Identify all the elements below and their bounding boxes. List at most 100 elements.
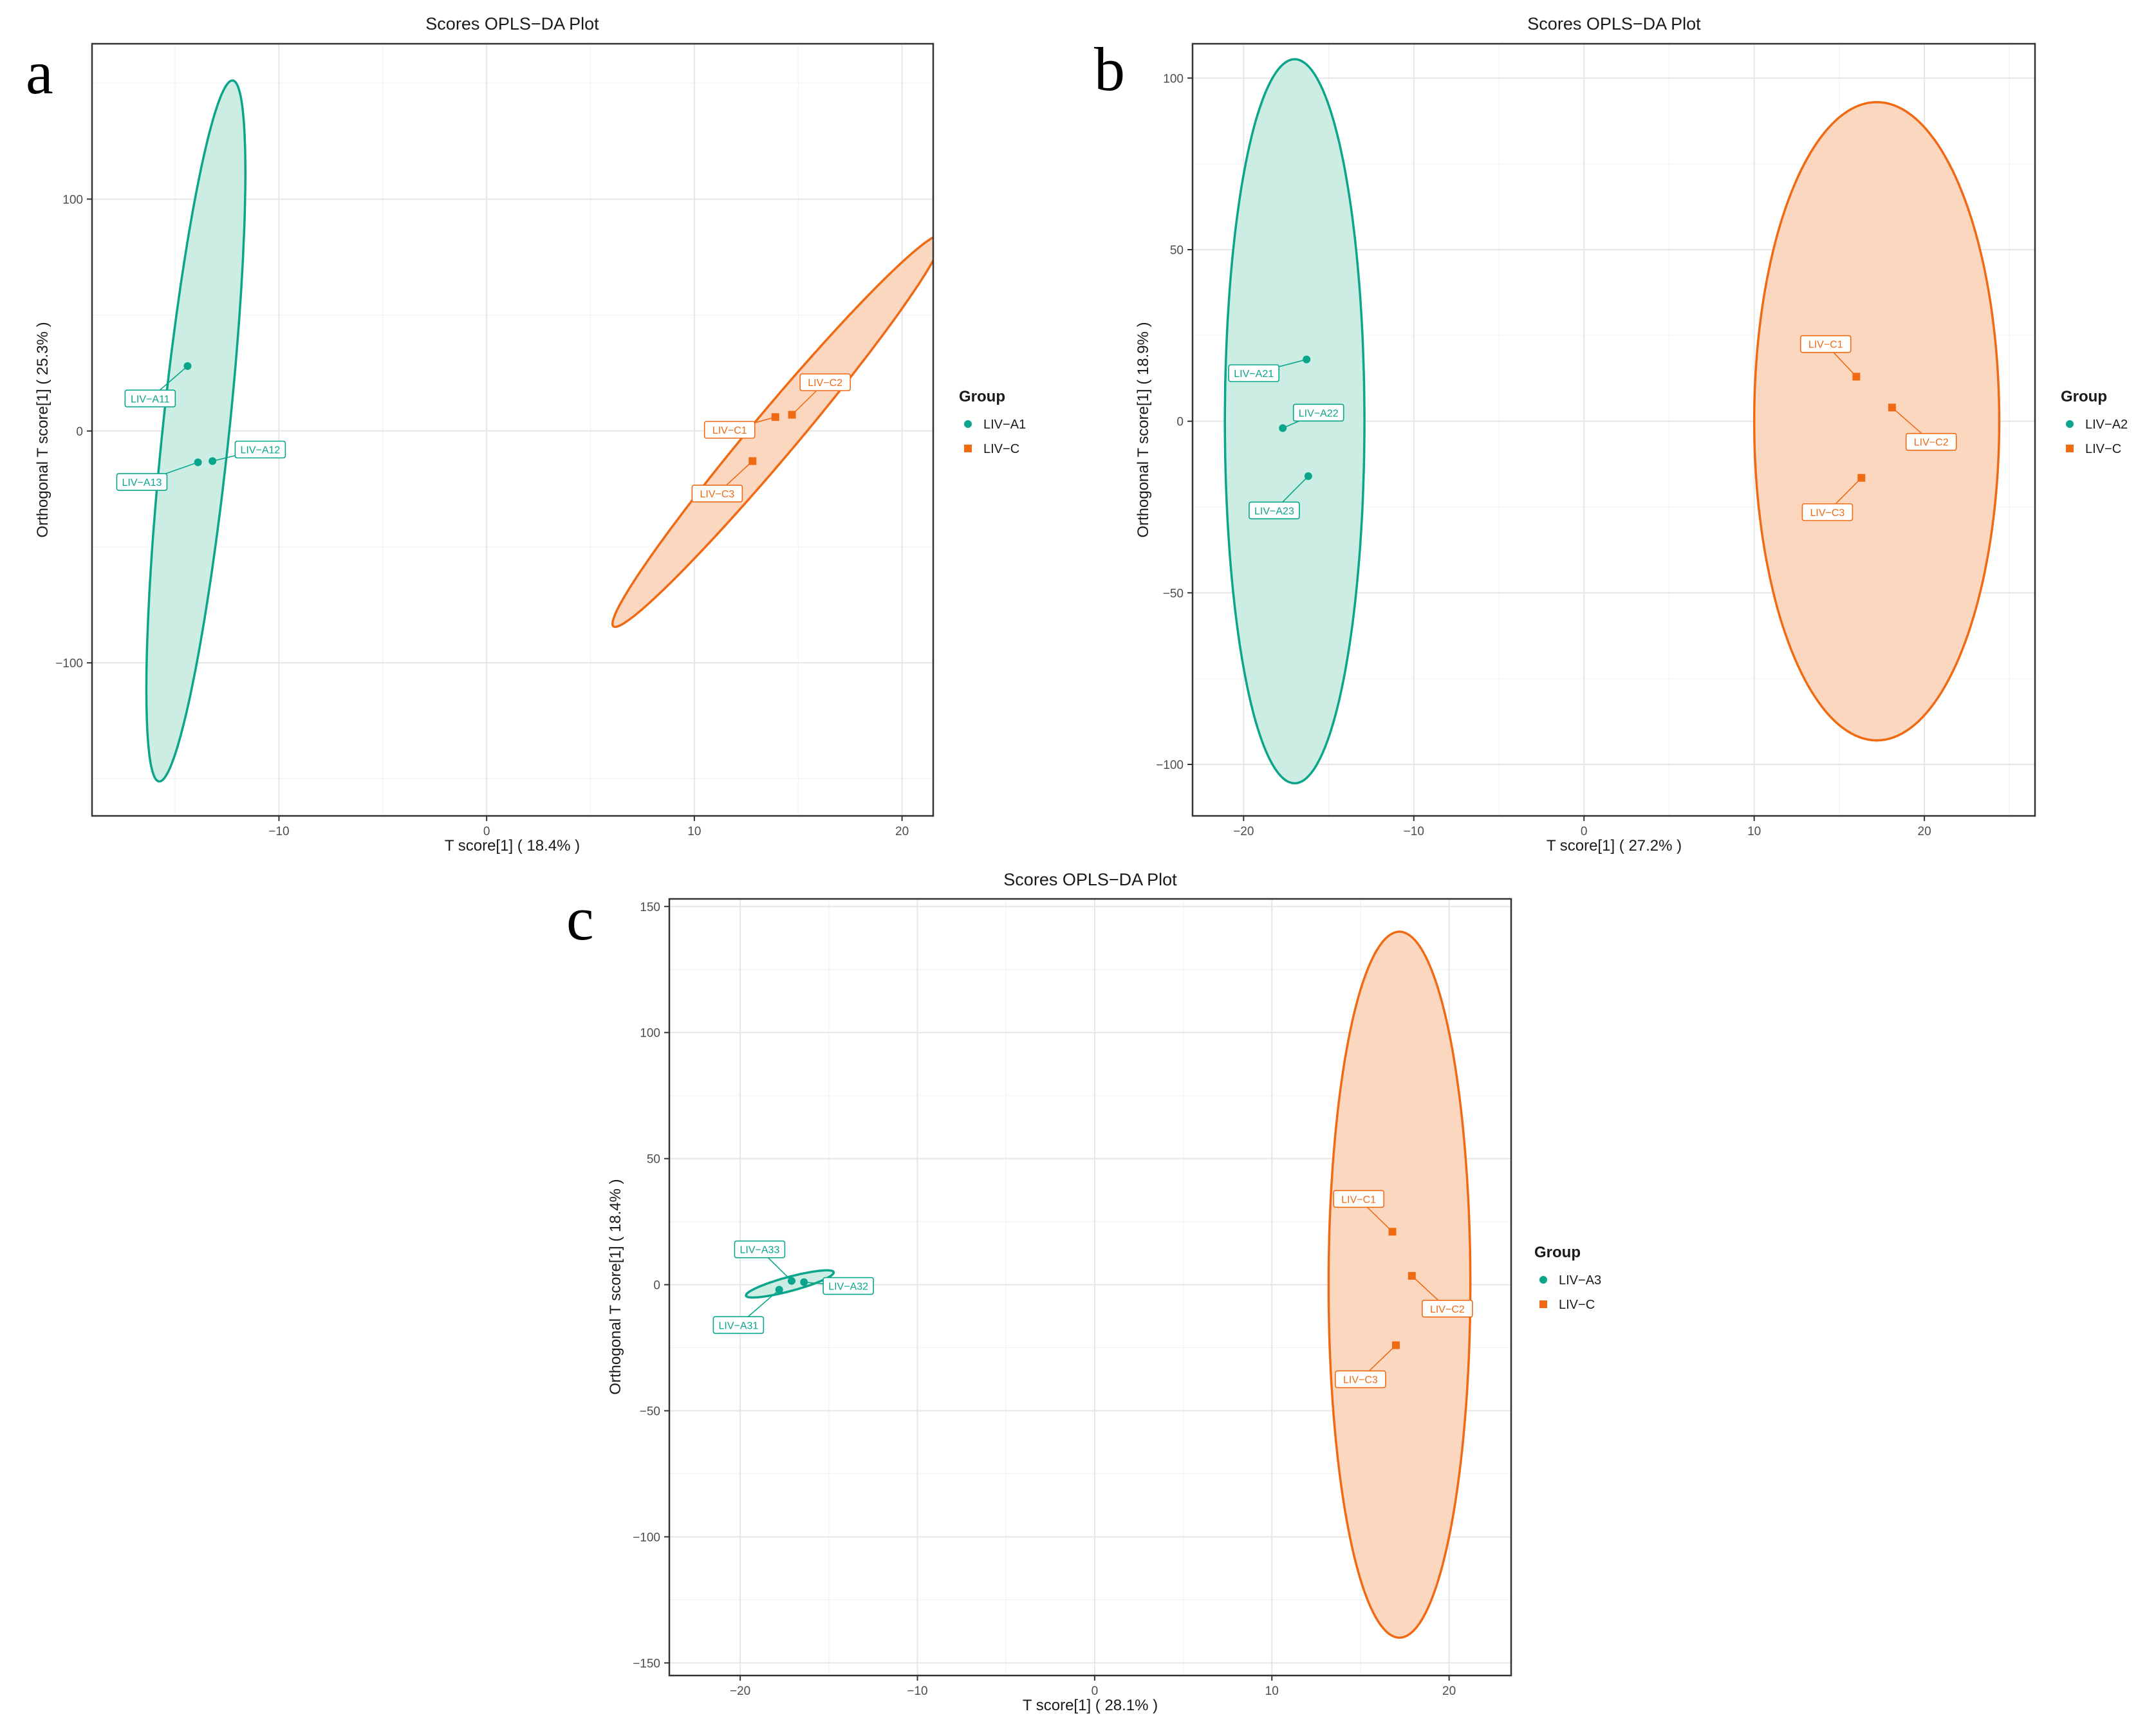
confidence-ellipse-a [145,79,247,783]
legend-label: LIV−A1 [983,418,1026,432]
point-label-box [712,1316,765,1334]
point-label-box [234,440,286,459]
point-label: LIV−C1 [712,425,747,436]
y-tick-label: −150 [633,1657,660,1670]
chart-panel-b: LIV−A21 LIV−A22 LIV−A23 LIV−C1 LIV−C2 LIV−C3 −… [1094,14,2128,854]
point-label: LIV−C3 [700,489,734,500]
y-tick-label: 0 [76,425,83,439]
x-tick-label: 0 [1092,1685,1099,1698]
x-tick-label: 20 [1442,1685,1456,1698]
point-label-box [1228,364,1279,382]
point-label: LIV−A13 [122,477,162,488]
point-label: LIV−C1 [1808,340,1843,351]
point-label-box [1799,335,1852,353]
point-label: LIV−A21 [1234,369,1274,380]
point-label-box [1801,503,1854,521]
confidence-ellipse-c [611,236,933,629]
point-label: LIV−A33 [740,1245,780,1256]
point-label: LIV−C2 [1914,438,1949,448]
point-label: LIV−A12 [240,445,280,456]
legend-label: LIV−C [1559,1298,1595,1312]
data-point [1279,424,1287,432]
x-tick-label: −10 [1404,825,1424,838]
y-tick-label: −100 [633,1531,660,1544]
x-tick-label: 10 [687,825,701,838]
data-point [194,458,202,466]
y-tick-label: 0 [1176,416,1184,429]
point-label: LIV−A32 [828,1282,868,1293]
y-tick-label: 150 [640,901,660,914]
x-axis-label: T score[1] ( 18.4% ) [445,837,580,854]
legend-marker [1539,1300,1547,1308]
chart-title: Scores OPLS−DA Plot [1003,870,1177,889]
point-label: LIV−C1 [1341,1194,1376,1205]
point-label-box [116,473,168,491]
legend-title: Group [1534,1244,1581,1261]
data-point [788,411,796,419]
data-point [1392,1341,1400,1349]
y-axis-label: Orthogonal T score[1] ( 25.3% ) [34,322,51,537]
point-label-box [1249,501,1300,520]
legend-label: LIV−A3 [1559,1273,1601,1288]
y-tick-label: 100 [640,1027,660,1040]
point-label-box [1905,432,1957,451]
point-label: LIV−A11 [131,394,170,405]
chart-title: Scores OPLS−DA Plot [1527,14,1701,33]
point-label-box [1335,1370,1386,1389]
point-label-box [822,1277,874,1295]
data-point [771,413,779,421]
data-point [183,362,192,370]
data-point [1304,472,1312,480]
legend-marker [2066,445,2074,452]
confidence-ellipse-c [1327,930,1472,1639]
x-tick-label: 0 [1581,825,1588,838]
x-tick-label: −20 [1233,825,1254,838]
legend-marker [1539,1276,1547,1284]
data-point [1852,373,1861,381]
data-point [775,1286,783,1294]
y-tick-label: −50 [640,1405,660,1419]
point-label: LIV−C2 [1430,1304,1465,1315]
point-label-box [1422,1300,1473,1318]
confidence-ellipse-c [1752,100,2001,742]
y-tick-label: 50 [647,1153,660,1167]
chart-title: Scores OPLS−DA Plot [425,14,599,33]
x-tick-label: 20 [895,825,909,838]
data-point [800,1278,808,1286]
point-label-box [691,485,743,503]
data-point [748,457,757,465]
x-tick-label: −10 [907,1685,927,1698]
panel-letter: c [566,884,594,953]
data-point [1888,403,1896,412]
x-tick-label: 10 [1747,825,1761,838]
point-label-box [1333,1190,1384,1208]
point-label: LIV−C3 [1810,508,1845,519]
point-label-box [799,373,851,391]
chart-panel-c: LIV−A31 LIV−A32 LIV−A33 LIV−C1 LIV−C2 LIV−C3 −… [566,870,1601,1714]
legend-label: LIV−C [983,442,1019,456]
legend-marker [2066,420,2074,428]
data-point [1857,474,1866,482]
y-tick-label: 50 [1170,244,1184,257]
y-tick-label: −100 [55,657,83,670]
legend-title: Group [959,388,1005,405]
x-tick-label: −20 [730,1685,750,1698]
legend-title: Group [2061,388,2107,405]
data-point [1388,1228,1397,1236]
x-axis-label: T score[1] ( 28.1% ) [1023,1697,1158,1714]
x-tick-label: 0 [483,825,490,838]
chart-panel-a: LIV−A11 LIV−A12 LIV−A13 LIV−C1 LIV−C2 LIV−C3 −… [26,14,1026,854]
y-tick-label: 0 [653,1279,660,1293]
legend-marker [964,420,972,428]
data-point [788,1277,796,1285]
plot-border [1191,42,2036,817]
data-point [1408,1271,1416,1280]
y-axis-label: Orthogonal T score[1] ( 18.4% ) [607,1179,624,1394]
x-axis-label: T score[1] ( 27.2% ) [1547,837,1682,854]
legend-marker [964,445,972,452]
point-label-box [734,1240,786,1259]
y-tick-label: 100 [1163,72,1184,86]
x-tick-label: −10 [268,825,289,838]
legend-label: LIV−C [2085,442,2121,456]
